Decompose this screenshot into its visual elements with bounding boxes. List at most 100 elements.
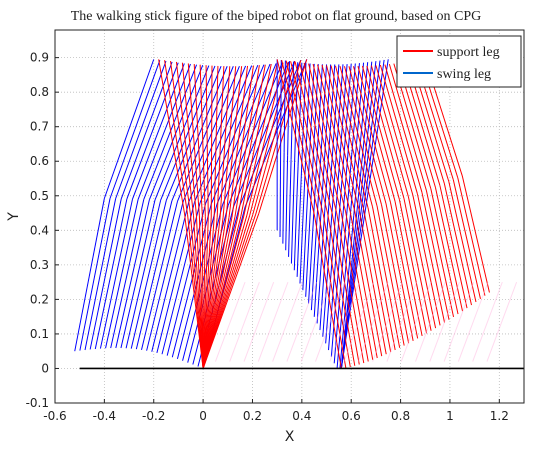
support-leg-shank — [457, 177, 486, 296]
support-leg-thigh — [384, 64, 423, 193]
y-tick-label: 0.4 — [30, 223, 49, 237]
support-leg-shank — [385, 203, 414, 341]
torso-trace — [329, 281, 360, 362]
torso-trace — [357, 281, 389, 362]
support-leg-shank — [448, 181, 477, 303]
swing-leg-shank — [141, 201, 179, 350]
x-tick-label: -0.2 — [142, 409, 165, 423]
swing-leg-thigh — [294, 62, 299, 163]
swing-leg-shank — [316, 193, 327, 324]
support-leg-shank — [416, 193, 446, 323]
y-tick-label: 0.9 — [30, 51, 49, 65]
x-tick-label: 1 — [446, 409, 454, 423]
support-leg-shank — [358, 209, 387, 355]
support-leg-thigh — [317, 64, 356, 211]
support-leg-shank — [327, 213, 356, 366]
support-leg-thigh — [348, 66, 387, 204]
swing-leg-thigh — [137, 63, 191, 200]
swing-leg-thigh — [321, 64, 332, 191]
support-leg-thigh — [193, 64, 203, 217]
support-leg-thigh — [379, 64, 418, 194]
torso-trace — [486, 281, 518, 362]
support-leg-shank — [398, 199, 428, 334]
swing-leg-shank — [330, 210, 344, 357]
support-leg-thigh — [258, 59, 308, 215]
swing-leg-shank — [313, 190, 323, 317]
support-leg-thigh — [164, 60, 189, 215]
swing-leg-thigh — [109, 60, 161, 199]
support-leg-thigh — [213, 65, 219, 218]
support-leg-shank — [340, 212, 369, 362]
swing-leg-thigh — [353, 62, 369, 216]
y-axis-label: Y — [6, 212, 22, 222]
torso-trace — [214, 281, 246, 362]
swing-leg-thigh — [171, 66, 228, 201]
swing-leg-shank — [120, 199, 156, 349]
swing-leg-shank — [130, 200, 167, 349]
support-leg-thigh — [249, 61, 290, 216]
torso-trace — [315, 281, 346, 362]
support-leg-thigh — [294, 61, 333, 214]
support-leg-thigh — [237, 64, 266, 217]
swing-leg-shank — [115, 199, 150, 349]
axis-ticks: -0.6 -0.4 -0.2 0 0.2 0.4 0.6 0.8 1 1.2 -0.1 0 0.1 0.2… — [26, 51, 509, 423]
y-tick-label: 0.3 — [30, 258, 49, 272]
support-leg-thigh — [312, 64, 351, 212]
swing-leg-thigh — [188, 65, 247, 203]
x-tick-label: 1.2 — [490, 409, 509, 423]
swing-leg-thigh — [364, 59, 389, 214]
support-leg-thigh — [335, 65, 374, 207]
swing-leg-shank — [288, 159, 292, 257]
torso-trace — [429, 281, 460, 362]
support-leg-shank — [202, 213, 260, 369]
swing-leg-thigh — [120, 61, 173, 199]
swing-leg-thigh — [115, 60, 167, 199]
y-tick-label: 0.7 — [30, 120, 49, 134]
support-leg-thigh — [225, 66, 243, 218]
support-leg-thigh — [375, 65, 414, 196]
support-leg-thigh — [175, 61, 194, 216]
swing-leg-shank — [161, 202, 201, 355]
x-tick-label: -0.4 — [93, 409, 116, 423]
support-leg-thigh — [222, 66, 237, 218]
swing-leg-shank — [308, 183, 316, 304]
support-leg-shank — [443, 183, 472, 306]
y-tick-label: 0.1 — [30, 327, 49, 341]
swing-leg-shank — [336, 215, 351, 369]
legend: support leg swing leg — [396, 35, 522, 88]
support-leg-thigh — [199, 64, 206, 217]
torso-trace — [229, 281, 260, 362]
support-leg-shank — [322, 213, 351, 368]
swing-leg-shank — [74, 198, 105, 352]
swing-leg-shank — [125, 200, 162, 349]
torso-trace — [386, 281, 418, 362]
support-leg-thigh — [228, 65, 249, 218]
swing-leg-shank — [105, 199, 139, 349]
swing-leg-thigh — [143, 64, 198, 200]
swing-leg-thigh — [290, 61, 295, 160]
support-leg-thigh — [219, 66, 231, 218]
support-leg-thigh — [187, 63, 200, 216]
swing-leg-shank — [110, 199, 145, 349]
support-leg-shank — [407, 196, 437, 329]
support-leg-shank — [461, 175, 490, 293]
swing-leg-shank — [151, 201, 190, 352]
stick-figure-lines — [74, 59, 518, 369]
x-tick-label: -0.6 — [43, 409, 66, 423]
torso-trace — [472, 281, 503, 362]
support-leg-thigh — [170, 61, 192, 215]
support-leg-thigh — [303, 62, 342, 213]
swing-leg-shank — [135, 200, 173, 350]
torso-trace — [415, 281, 446, 362]
support-leg-thigh — [234, 65, 260, 217]
swing-leg-thigh — [227, 61, 289, 206]
x-tick-label: 0.6 — [342, 409, 361, 423]
swing-leg-shank — [340, 213, 366, 369]
torso-trace — [272, 281, 303, 362]
support-leg-shank — [434, 186, 464, 312]
swing-leg-shank — [94, 198, 128, 350]
swing-leg-thigh — [148, 65, 204, 200]
y-tick-label: 0.6 — [30, 154, 49, 168]
support-leg-shank — [363, 208, 392, 353]
